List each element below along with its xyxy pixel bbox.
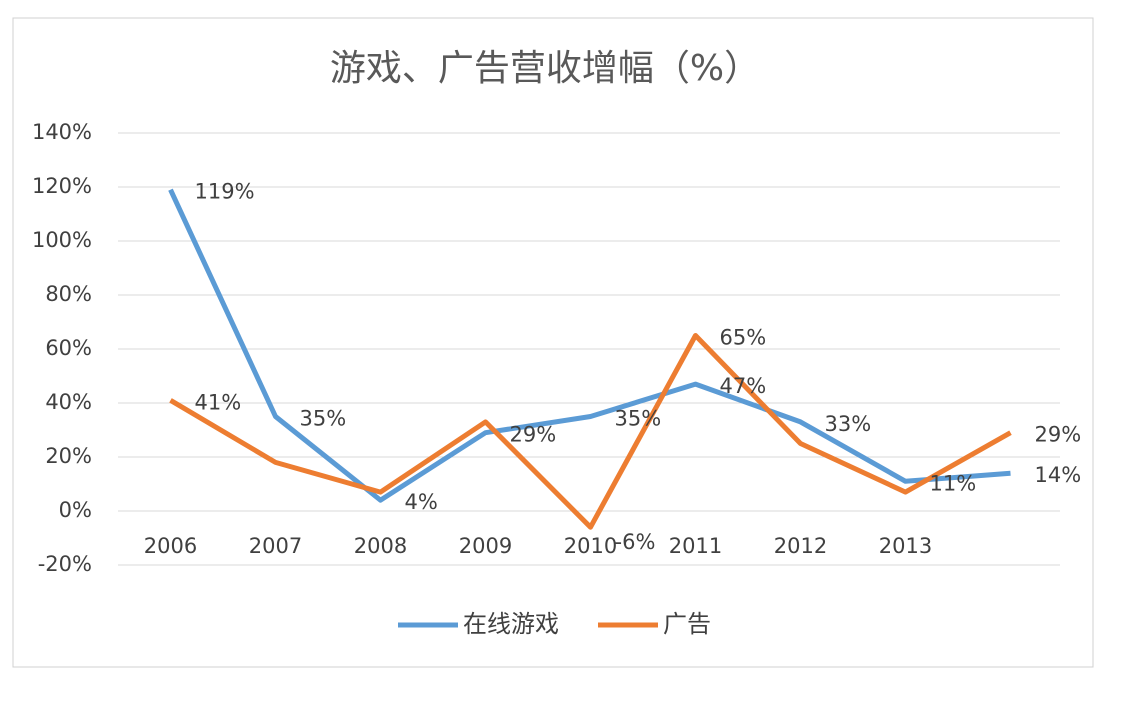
data-label: 119% [195,180,255,204]
data-label: 35% [615,407,662,431]
x-tick-label: 2009 [459,534,512,558]
legend-label: 在线游戏 [463,610,559,638]
y-tick-label: 120% [32,174,92,198]
x-tick-label: 2011 [669,534,722,558]
x-tick-label: 2013 [879,534,932,558]
x-tick-label: 2012 [774,534,827,558]
series-line [169,333,1012,530]
y-tick-label: 80% [45,282,92,306]
data-label: 41% [195,390,242,414]
data-label: 14% [1035,463,1082,487]
x-tick-label: 2007 [249,534,302,558]
data-label: 4% [405,490,438,514]
chart-frame [12,17,1094,668]
chart-title: 游戏、广告营收增幅（%） [330,48,760,89]
data-label: 29% [510,423,557,447]
data-label: 65% [720,326,767,350]
y-tick-label: 20% [45,444,92,468]
y-tick-label: 40% [45,390,92,414]
y-tick-label: 140% [32,120,92,144]
data-label: 33% [825,412,872,436]
data-label: -6% [615,530,656,554]
x-tick-label: 2010 [564,534,617,558]
data-label: 47% [720,374,767,398]
data-label: 11% [930,471,977,495]
series-line [168,188,1011,503]
legend-label: 广告 [663,610,711,638]
y-tick-label: 0% [59,498,92,522]
x-tick-label: 2006 [144,534,197,558]
y-tick-label: -20% [38,552,92,576]
data-label: 35% [300,407,347,431]
x-tick-label: 2008 [354,534,407,558]
y-tick-label: 60% [45,336,92,360]
data-label: 29% [1035,423,1082,447]
y-tick-label: 100% [32,228,92,252]
